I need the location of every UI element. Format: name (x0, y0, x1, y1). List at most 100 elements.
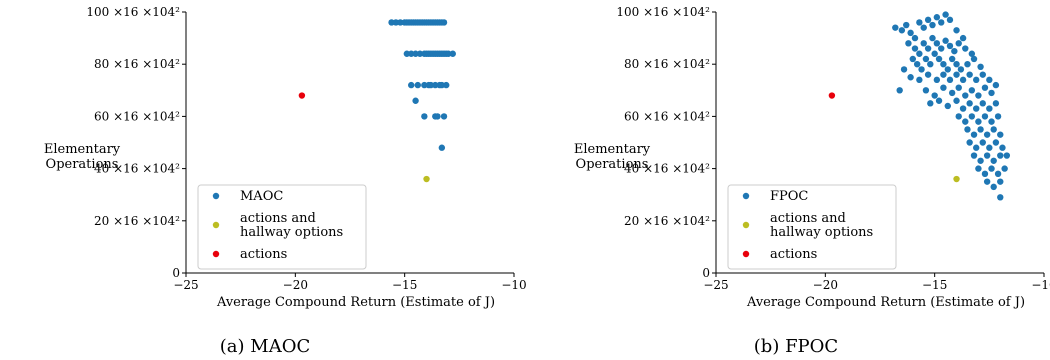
series-fpoc-point (986, 144, 993, 151)
series-fpoc-point (970, 131, 978, 138)
series-fpoc-point (992, 81, 1000, 89)
series-fpoc-point (953, 97, 960, 104)
y-tick-label: 100 ×16 ×104² (86, 5, 180, 19)
series-fpoc-point (948, 89, 956, 97)
series-fpoc-point (959, 105, 967, 112)
y-tick-label: 80 ×16 ×104² (624, 57, 710, 71)
series-fpoc-point (990, 126, 997, 133)
series-fpoc-point (907, 74, 914, 81)
legend-marker (742, 192, 750, 200)
series-fpoc-point (900, 66, 908, 73)
legend-marker (212, 250, 220, 258)
series-fpoc-point (935, 97, 943, 104)
series-maoc-point (414, 81, 421, 89)
series-fpoc-point (929, 21, 936, 29)
y-tick-label: 20 ×16 ×104² (94, 214, 180, 228)
legend-label: FPOC (770, 189, 808, 204)
series-fpoc-point (927, 100, 934, 107)
series-fpoc-point (968, 113, 976, 120)
series-fpoc-point (933, 40, 941, 47)
series-fpoc-point (942, 37, 949, 44)
series-fpoc-point (983, 178, 991, 185)
series-maoc-point (421, 81, 428, 89)
series-fpoc-point (920, 40, 927, 47)
series-fpoc-point (916, 19, 923, 26)
series-fpoc-point (931, 92, 938, 99)
chart-panel-a: −25 −20 −15 −10 0 20 ×16 ×104² 40 ×16 ×104² 60 … (44, 5, 527, 357)
series-fpoc-point (964, 126, 971, 133)
legend-marker (742, 221, 750, 229)
series-fpoc-point (1003, 152, 1011, 159)
series-fpoc-point (940, 60, 947, 68)
series-actions-and-point (953, 175, 960, 183)
series-fpoc-point (916, 50, 923, 57)
y-tick-label: 20 ×16 ×104² (624, 214, 710, 228)
series-fpoc-point (994, 113, 1002, 120)
series-fpoc-point (918, 66, 925, 73)
series-fpoc-point (981, 113, 989, 120)
series-maoc-point (449, 50, 456, 57)
legend-label: hallway options (240, 225, 343, 240)
series-fpoc-point (981, 170, 989, 178)
series-fpoc-point (962, 45, 969, 52)
series-fpoc-point (999, 144, 1006, 151)
series-fpoc-point (1001, 165, 1008, 172)
y-tick-label: 0 (172, 266, 180, 280)
series-fpoc-point (977, 157, 984, 164)
series-fpoc-point (927, 60, 934, 68)
series-fpoc-point (940, 71, 947, 78)
x-tick-label: −15 (922, 278, 947, 292)
series-fpoc-point (944, 66, 951, 73)
series-fpoc-point (946, 42, 954, 50)
series-fpoc-point (913, 60, 921, 68)
series-fpoc-point (988, 165, 995, 172)
series-fpoc-point (892, 24, 899, 31)
series-fpoc-point (983, 131, 991, 138)
series-fpoc-point (966, 139, 973, 146)
series-fpoc-point (920, 24, 927, 31)
y-tick-label: 60 ×16 ×104² (94, 109, 180, 123)
series-maoc-point (438, 81, 446, 89)
series-maoc-point (416, 50, 424, 57)
series-fpoc-point (994, 170, 1002, 178)
legend-label: actions and (240, 211, 316, 226)
figure-caption: (b) FPOC (754, 336, 838, 357)
series-fpoc-point (924, 71, 932, 78)
series-fpoc-point (968, 87, 976, 94)
series-fpoc-point (968, 50, 976, 57)
series-maoc-point (412, 50, 419, 57)
series-fpoc-point (938, 45, 945, 52)
y-tick-label: 60 ×16 ×104² (624, 109, 710, 123)
legend-marker (742, 250, 750, 258)
series-fpoc-point (986, 105, 993, 112)
series-fpoc-point (935, 55, 943, 63)
x-axis-label: Average Compound Return (Estimate of J) (216, 295, 495, 310)
series-fpoc-point (909, 55, 916, 63)
series-maoc-point (403, 50, 411, 57)
series-fpoc-point (948, 55, 956, 63)
legend-marker (212, 221, 220, 229)
legend-marker (212, 192, 220, 200)
legend-label: hallway options (770, 225, 873, 240)
series-maoc-point (445, 50, 452, 57)
series-fpoc-point (951, 47, 958, 55)
series-fpoc-point (970, 152, 978, 159)
series-maoc-point (408, 50, 415, 57)
series-fpoc-point (997, 152, 1004, 159)
series-fpoc-point (979, 100, 986, 107)
series-fpoc-point (957, 66, 965, 73)
series-maoc-point (397, 19, 404, 26)
y-tick-label: 80 ×16 ×104² (94, 57, 180, 71)
series-maoc-point (440, 113, 448, 120)
series-maoc-point (408, 81, 415, 89)
series-fpoc-point (955, 40, 962, 47)
legend-label: MAOC (240, 189, 283, 204)
series-fpoc-point (933, 14, 941, 21)
y-axis-label: Elementary (574, 142, 651, 157)
series-maoc-point (434, 113, 441, 120)
series-fpoc-point (933, 76, 941, 84)
series-fpoc-point (955, 84, 962, 91)
series-fpoc-point (990, 157, 997, 164)
series-maoc-point (438, 144, 446, 151)
